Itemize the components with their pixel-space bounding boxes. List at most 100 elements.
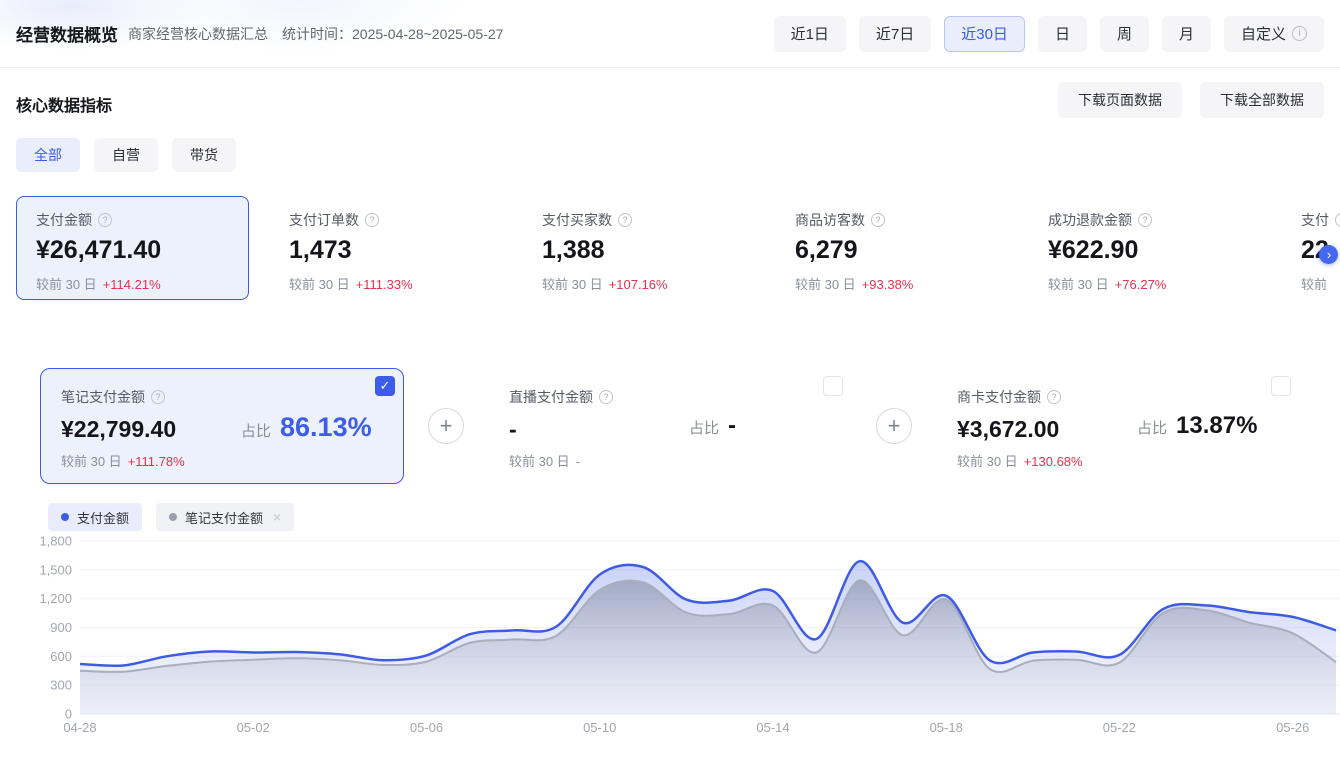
download-buttons: 下载页面数据 下载全部数据	[1058, 82, 1324, 118]
sub-card-delta-value: +111.78%	[127, 454, 185, 469]
metric-card-2[interactable]: 支付订单数? 1,473 较前 30 日 +111.33%	[269, 196, 502, 300]
help-icon[interactable]: ?	[1047, 390, 1061, 404]
x-axis-label: 04-28	[63, 720, 96, 735]
help-icon[interactable]: ?	[599, 390, 613, 404]
share-label: 占比	[1137, 420, 1168, 437]
time-range-label: 近30日	[961, 26, 1008, 43]
sub-card-label: 直播支付金额	[509, 389, 593, 405]
time-range-button-2[interactable]: 近7日	[858, 15, 932, 52]
y-axis-label: 300	[50, 678, 72, 693]
metric-label: 商品访客数	[795, 212, 865, 228]
metric-delta-row: 较前 30 日 +93.38%	[795, 274, 1007, 293]
legend-pill-1[interactable]: 支付金额	[48, 503, 143, 531]
sub-metric-card-1[interactable]: ✓ 笔记支付金额? ¥22,799.40 占比 86.13% 较前 30 日 +111.78…	[40, 368, 404, 484]
checkbox-unchecked[interactable]	[1271, 376, 1291, 396]
sub-card-delta-row: 较前 30 日 +111.78%	[61, 451, 379, 470]
sub-card-delta-row: 较前 30 日-	[509, 451, 827, 470]
time-range-label: 近7日	[875, 26, 915, 43]
metric-label: 支付金额	[36, 212, 92, 228]
sub-card-share: 占比 13.87%	[1137, 412, 1257, 440]
section-title: 核心数据指标	[16, 98, 113, 115]
sub-card-label: 商卡支付金额	[957, 389, 1041, 405]
check-icon: ✓	[379, 378, 391, 393]
download-page-data-button[interactable]: 下载页面数据	[1058, 82, 1182, 118]
help-icon[interactable]: ?	[151, 390, 165, 404]
metric-delta-label: 较前 30 日	[36, 277, 97, 292]
metric-delta-row: 较前 30 日 +114.21%	[36, 274, 248, 293]
tab-1[interactable]: 全部	[16, 138, 80, 172]
y-axis-label: 1,200	[39, 591, 72, 606]
y-axis-label: 1,800	[39, 534, 72, 549]
sub-card-share: 占比 86.13%	[241, 412, 372, 443]
help-icon[interactable]: ?	[1335, 213, 1340, 227]
legend-label: 笔记支付金额	[185, 510, 264, 526]
help-icon[interactable]: ?	[365, 213, 379, 227]
metric-card-3[interactable]: 支付买家数? 1,388 较前 30 日 +107.16%	[522, 196, 755, 300]
time-range-button-7[interactable]: 自定义 i	[1223, 15, 1324, 52]
metric-value: ¥26,471.40	[36, 236, 162, 264]
metric-card-label-row: 支付买家数?	[542, 210, 754, 230]
sub-card-delta-label: 较前 30 日	[61, 454, 122, 469]
metric-delta-value: +107.16%	[608, 277, 668, 292]
metric-card-1[interactable]: 支付金额? ¥26,471.40 较前 30 日 +114.21%	[16, 196, 249, 300]
time-range-button-5[interactable]: 周	[1099, 15, 1149, 52]
share-value: 86.13%	[280, 412, 372, 442]
chart-legend: 支付金额 笔记支付金额 ×	[48, 503, 295, 531]
metric-delta-value: +76.27%	[1114, 277, 1167, 292]
metric-delta-label: 较前 30 日	[1048, 277, 1109, 292]
metric-card-label-row: 成功退款金额?	[1048, 210, 1260, 230]
metric-value: 1,473	[289, 236, 352, 264]
download-all-data-button[interactable]: 下载全部数据	[1200, 82, 1324, 118]
time-range-label: 日	[1054, 26, 1070, 43]
checkbox-checked[interactable]: ✓	[375, 376, 395, 396]
x-axis-label: 05-22	[1103, 720, 1136, 735]
x-axis-label: 05-06	[410, 720, 443, 735]
help-icon[interactable]: ?	[1138, 213, 1152, 227]
time-range-button-1[interactable]: 近1日	[773, 15, 846, 52]
y-axis-label: 600	[50, 649, 72, 664]
sub-card-value: -	[509, 416, 517, 442]
sub-card-delta-value: +130.68%	[1023, 454, 1083, 469]
time-range-button-4[interactable]: 日	[1037, 15, 1087, 52]
time-range-button-6[interactable]: 月	[1161, 15, 1211, 52]
metric-cards-row: 支付金额? ¥26,471.40 较前 30 日 +114.21% 支付订单数? 1,47…	[16, 196, 1340, 300]
sub-metric-card-2[interactable]: 直播支付金额? - 占比 - 较前 30 日-	[488, 368, 852, 484]
page-title: 经营数据概览	[16, 26, 118, 45]
help-icon[interactable]: ?	[871, 213, 885, 227]
add-metric-button-2[interactable]: +	[876, 408, 912, 444]
metric-label: 支付	[1301, 212, 1329, 228]
checkbox-unchecked[interactable]	[823, 376, 843, 396]
metric-value: 1,388	[542, 236, 605, 264]
metric-card-label-row: 商品访客数?	[795, 210, 1007, 230]
sub-card-delta-label: 较前 30 日	[957, 454, 1018, 469]
time-range-group: 近1日 近7日 近30日 日 周 月 自定义 i	[773, 15, 1324, 52]
carousel-next-button[interactable]: ›	[1319, 245, 1338, 264]
time-range-label: 近1日	[790, 26, 829, 43]
add-metric-button-1[interactable]: +	[428, 408, 464, 444]
metric-label: 支付买家数	[542, 212, 612, 228]
sub-metric-row: ✓ 笔记支付金额? ¥22,799.40 占比 86.13% 较前 30 日 +111.78…	[40, 368, 1300, 484]
legend-dot	[61, 513, 69, 521]
sub-metric-card-3[interactable]: 商卡支付金额? ¥3,672.00 占比 13.87% 较前 30 日 +130.68%	[936, 368, 1300, 484]
metric-delta-value: +114.21%	[102, 277, 161, 292]
help-icon[interactable]: ?	[98, 213, 112, 227]
x-axis-label: 05-18	[930, 720, 963, 735]
tab-2[interactable]: 自营	[94, 138, 158, 172]
metric-card-4[interactable]: 商品访客数? 6,279 较前 30 日 +93.38%	[775, 196, 1008, 300]
sub-card-delta-label: 较前 30 日	[509, 454, 570, 469]
page-subtitle: 商家经营核心数据汇总	[128, 25, 268, 42]
chevron-right-icon: ›	[1326, 246, 1332, 262]
help-icon[interactable]: ?	[618, 213, 632, 227]
metric-delta-row: 较前 30 日 +76.27%	[1048, 274, 1260, 293]
tab-3[interactable]: 带货	[172, 138, 236, 172]
metric-card-label-row: 支付订单数?	[289, 210, 501, 230]
legend-pill-2[interactable]: 笔记支付金额 ×	[156, 503, 295, 531]
metric-delta-label: 较前 30 日	[289, 277, 350, 292]
page-header: 经营数据概览 商家经营核心数据汇总 统计时间：2025-04-28~2025-0…	[0, 0, 1340, 68]
metric-card-5[interactable]: 成功退款金额? ¥622.90 较前 30 日 +76.27%	[1028, 196, 1261, 300]
legend-dot	[169, 513, 178, 521]
time-range-button-3[interactable]: 近30日	[944, 15, 1025, 52]
close-icon[interactable]: ×	[273, 509, 282, 525]
sub-card-delta-row: 较前 30 日 +130.68%	[957, 451, 1275, 470]
